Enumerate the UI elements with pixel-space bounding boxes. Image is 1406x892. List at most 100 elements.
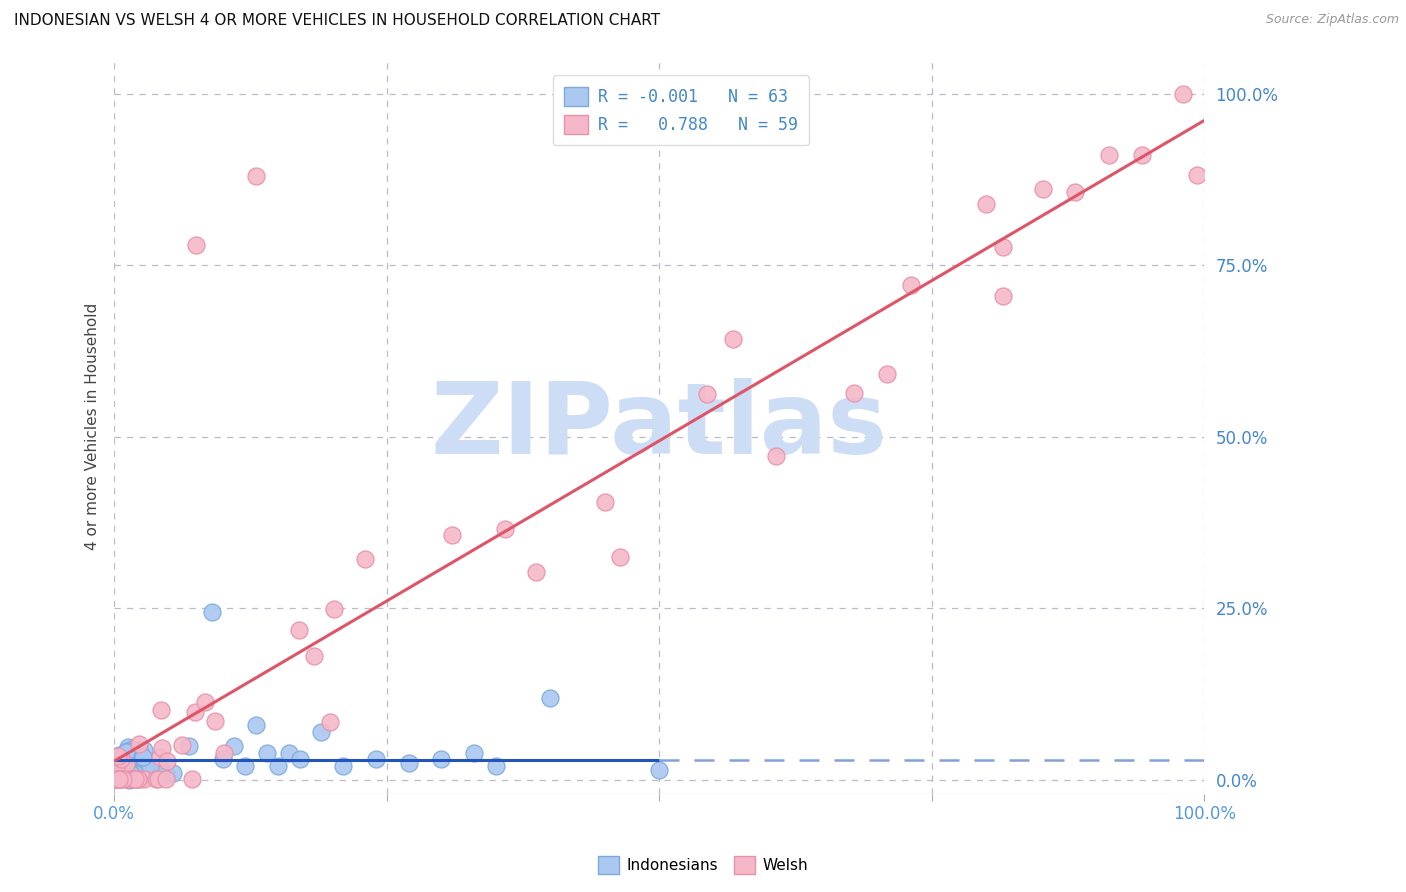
Point xyxy=(125,761,148,775)
Point xyxy=(430,752,453,766)
Point xyxy=(993,289,1015,303)
Point xyxy=(110,755,132,769)
Point xyxy=(194,695,217,709)
Point xyxy=(256,746,278,760)
Point xyxy=(127,772,149,787)
Text: INDONESIAN VS WELSH 4 OR MORE VEHICLES IN HOUSEHOLD CORRELATION CHART: INDONESIAN VS WELSH 4 OR MORE VEHICLES I… xyxy=(14,13,661,29)
Point xyxy=(155,772,177,787)
Point xyxy=(124,772,146,786)
Point xyxy=(494,522,516,536)
Point xyxy=(117,752,139,766)
Point xyxy=(150,703,173,717)
Point xyxy=(120,767,142,781)
Point xyxy=(212,752,235,766)
Point xyxy=(128,737,150,751)
Point xyxy=(108,772,131,787)
Point xyxy=(132,772,155,787)
Point xyxy=(463,746,485,760)
Point xyxy=(204,714,226,728)
Point xyxy=(118,772,141,787)
Point xyxy=(311,725,333,739)
Point xyxy=(131,769,153,783)
Point xyxy=(104,772,127,787)
Point xyxy=(110,760,132,774)
Point xyxy=(170,738,193,752)
Point xyxy=(214,746,236,760)
Point xyxy=(117,739,139,754)
Point xyxy=(115,769,138,783)
Point xyxy=(441,527,464,541)
Point xyxy=(145,772,167,786)
Point xyxy=(184,237,207,252)
Point xyxy=(117,755,139,769)
Point xyxy=(120,772,142,787)
Point xyxy=(132,743,155,757)
Point xyxy=(150,763,173,777)
Point xyxy=(104,763,127,777)
Point xyxy=(304,648,326,663)
Point xyxy=(353,551,375,566)
Point xyxy=(149,750,172,764)
Point xyxy=(245,718,267,732)
Point xyxy=(110,772,132,787)
Point xyxy=(319,714,342,729)
Point xyxy=(112,750,135,764)
Point xyxy=(245,169,267,184)
Point xyxy=(538,690,561,705)
Point xyxy=(105,769,128,783)
Point xyxy=(267,759,290,773)
Point xyxy=(201,605,224,619)
Point xyxy=(1171,87,1194,101)
Point xyxy=(609,549,631,564)
Point xyxy=(364,752,387,766)
Point xyxy=(132,749,155,764)
Point xyxy=(112,758,135,772)
Point xyxy=(110,755,132,769)
Point xyxy=(721,332,744,346)
Point xyxy=(110,752,132,766)
Point xyxy=(128,772,150,787)
Point xyxy=(976,196,998,211)
Point xyxy=(108,769,131,783)
Point xyxy=(139,759,162,773)
Point xyxy=(118,770,141,784)
Point xyxy=(104,754,127,768)
Point xyxy=(150,741,173,756)
Point xyxy=(150,767,173,781)
Point xyxy=(398,756,420,770)
Point xyxy=(111,772,134,787)
Point xyxy=(124,772,146,787)
Point xyxy=(648,763,671,777)
Point xyxy=(156,755,179,769)
Point xyxy=(104,771,127,785)
Point xyxy=(104,761,127,775)
Text: Source: ZipAtlas.com: Source: ZipAtlas.com xyxy=(1265,13,1399,27)
Point xyxy=(115,756,138,771)
Point xyxy=(146,772,169,787)
Point xyxy=(224,739,246,753)
Point xyxy=(162,765,184,780)
Point xyxy=(115,756,138,771)
Point xyxy=(287,624,309,638)
Point xyxy=(111,764,134,778)
Point xyxy=(332,759,354,773)
Point xyxy=(115,764,138,778)
Point xyxy=(108,747,131,762)
Point xyxy=(114,769,136,783)
Point xyxy=(156,767,179,781)
Point xyxy=(842,386,865,401)
Point xyxy=(177,739,200,753)
Point xyxy=(1185,168,1208,182)
Legend: R = -0.001   N = 63, R =   0.788   N = 59: R = -0.001 N = 63, R = 0.788 N = 59 xyxy=(553,75,810,145)
Point xyxy=(485,759,508,773)
Point xyxy=(1130,148,1153,162)
Point xyxy=(1031,182,1053,196)
Point xyxy=(104,772,127,786)
Legend: Indonesians, Welsh: Indonesians, Welsh xyxy=(592,850,814,880)
Point xyxy=(115,745,138,759)
Point xyxy=(107,772,129,787)
Point xyxy=(900,278,922,293)
Point xyxy=(180,772,202,787)
Point xyxy=(125,767,148,781)
Point xyxy=(277,746,299,760)
